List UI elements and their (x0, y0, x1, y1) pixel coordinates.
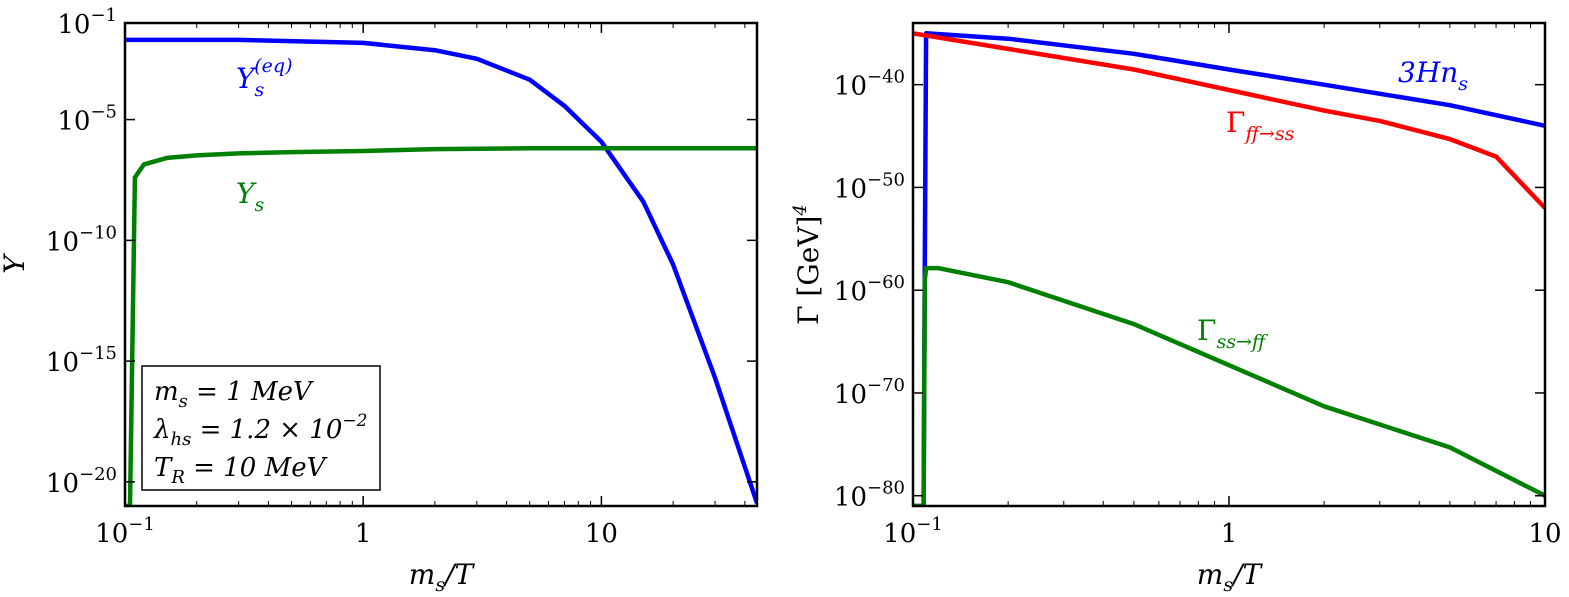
y-tick-label: 10−60 (834, 272, 905, 307)
legend-line: ms = 1 MeV (154, 377, 314, 412)
series-line-1 (125, 146, 757, 506)
plot-frame (123, 21, 759, 508)
series-line-2 (913, 265, 1545, 506)
x-tick-label: 10 (585, 519, 618, 549)
left-chart-panel: 10−1 1 10 10−1 10−5 10−10 10−15 10−20 ms/T Y Ys(eq… (0, 5, 759, 596)
y-tick-label: 10−70 (834, 375, 905, 410)
legend-box (141, 365, 381, 491)
x-tick-label: 1 (1221, 519, 1238, 549)
y-tick-label: 10−50 (834, 169, 905, 204)
series-label-0: Ys(eq) (236, 55, 292, 101)
series-line-0 (125, 37, 757, 504)
x-tick-label: 10−1 (883, 514, 943, 549)
y-tick-label: 10−40 (834, 67, 905, 102)
series-label-1: Ys (236, 177, 264, 216)
series-line-1 (913, 31, 1545, 210)
series-label-1: Γff→ss (1226, 106, 1295, 145)
y-tick-label: 10−10 (46, 222, 117, 257)
y-tick-label: 10−80 (834, 478, 905, 513)
y-tick-label: 10−1 (57, 5, 117, 40)
right-chart-panel: 10−1 1 10 10−40 10−50 10−60 10−70 10−80 ms/T Γ [G… (790, 21, 1562, 596)
plot-frame (911, 21, 1547, 508)
legend-line: λhs = 1.2 × 10−2 (153, 411, 367, 450)
y-tick-label: 10−20 (46, 464, 117, 499)
y-axis-label: Y (0, 253, 31, 274)
series-label-2: Γss→ff (1197, 314, 1269, 353)
x-tick-label: 10 (1528, 519, 1561, 549)
x-tick-label: 1 (355, 519, 372, 549)
x-tick-label: 10−1 (95, 514, 155, 549)
y-tick-label: 10−5 (57, 102, 117, 137)
y-tick-label: 10−15 (46, 343, 117, 378)
x-axis-label: ms/T (1197, 558, 1264, 596)
legend-line: TR = 10 MeV (154, 453, 328, 488)
series-line-0 (913, 31, 1545, 506)
y-axis-label: Γ [GeV]4 (790, 204, 825, 325)
series-label-0: 3Hns (1398, 56, 1468, 95)
x-axis-label: ms/T (409, 558, 476, 596)
